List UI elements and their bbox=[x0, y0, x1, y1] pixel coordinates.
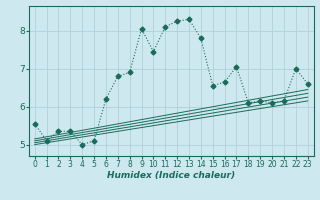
X-axis label: Humidex (Indice chaleur): Humidex (Indice chaleur) bbox=[107, 171, 235, 180]
